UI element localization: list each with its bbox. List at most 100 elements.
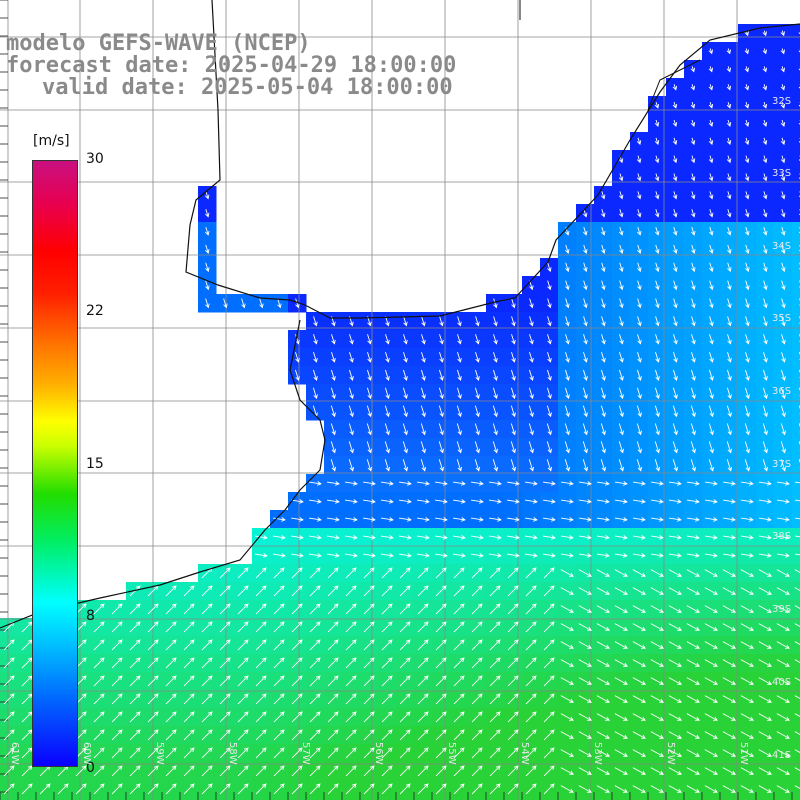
colorbar-tick: 22 [86, 303, 104, 319]
wind-arrow [309, 621, 321, 633]
wind-arrow [704, 749, 718, 757]
wind-arrow [399, 711, 411, 723]
wind-arrow [381, 603, 393, 615]
wind-arrow [560, 677, 574, 685]
wind-speed-cell [324, 798, 343, 800]
wind-arrow [668, 623, 682, 631]
wind-arrow [309, 783, 321, 795]
wind-arrow [349, 351, 354, 363]
wind-arrow [780, 459, 787, 472]
wind-arrow [435, 621, 447, 633]
wind-arrow [417, 711, 429, 723]
wind-arrow [453, 639, 465, 651]
wind-arrow [686, 553, 700, 558]
wind-arrow [655, 316, 660, 327]
wind-arrow [780, 30, 785, 37]
wind-speed-cell [792, 600, 800, 619]
wind-arrow [21, 747, 33, 759]
wind-arrow [488, 535, 502, 540]
wind-arrow [650, 767, 664, 775]
wind-speed-cell [792, 798, 800, 800]
wind-arrow [776, 535, 790, 540]
wind-arrow [435, 747, 447, 759]
wind-arrow [344, 517, 358, 522]
wind-arrow [362, 499, 376, 504]
wind-arrow [205, 280, 210, 291]
wind-arrow [291, 621, 303, 633]
wind-arrow [654, 101, 660, 109]
wind-arrow [384, 423, 390, 436]
wind-speed-cell [36, 798, 55, 800]
wind-arrow [349, 334, 354, 345]
wind-speed-cell [792, 60, 800, 79]
wind-arrow [614, 535, 628, 540]
wind-arrow [740, 785, 754, 793]
wind-arrow [686, 499, 700, 504]
wind-arrow [776, 767, 790, 775]
wind-arrow [471, 603, 483, 615]
wind-arrow [780, 441, 786, 454]
wind-arrow [453, 675, 465, 687]
wind-arrow [708, 137, 714, 146]
wind-arrow [758, 605, 772, 613]
wind-arrow [668, 535, 682, 540]
wind-arrow [542, 481, 556, 486]
wind-arrow [237, 765, 249, 777]
wind-arrow [704, 553, 718, 558]
wind-arrow [331, 369, 336, 381]
wind-arrow [399, 639, 411, 651]
wind-arrow [565, 244, 570, 254]
longitude-label: 51W [738, 742, 749, 765]
wind-arrow [399, 603, 411, 615]
wind-arrow [619, 316, 624, 327]
wind-arrow [600, 191, 606, 200]
wind-arrow [309, 729, 321, 741]
wind-arrow [727, 334, 732, 345]
wind-arrow [219, 765, 231, 777]
wind-arrow [493, 334, 498, 345]
wind-arrow [312, 387, 318, 400]
wind-arrow [380, 481, 394, 486]
wind-arrow [780, 155, 786, 164]
wind-arrow [619, 369, 624, 381]
wind-arrow [165, 729, 177, 741]
wind-arrow [614, 499, 628, 504]
wind-arrow [763, 262, 768, 273]
wind-arrow [780, 423, 786, 436]
wind-arrow [650, 517, 664, 522]
wind-arrow [219, 783, 231, 795]
wind-arrow [547, 334, 552, 345]
wind-arrow [525, 639, 537, 651]
wind-speed-cell [792, 204, 800, 223]
wind-arrow [507, 639, 519, 651]
wind-arrow [506, 517, 520, 522]
wind-speed-cell [792, 96, 800, 115]
wind-speed-cell [792, 420, 800, 439]
wind-arrow [686, 623, 700, 631]
wind-arrow [204, 209, 210, 218]
wind-arrow [417, 765, 429, 777]
wind-arrow [727, 244, 732, 254]
wind-arrow [290, 535, 304, 540]
wind-arrow [327, 711, 339, 723]
wind-arrow [327, 621, 339, 633]
wind-arrow [380, 535, 394, 540]
wind-arrow [489, 621, 501, 633]
wind-speed-cell [684, 798, 703, 800]
wind-arrow [93, 711, 105, 723]
wind-arrow [345, 693, 357, 705]
wind-arrow [672, 423, 678, 436]
wind-arrow [380, 553, 394, 558]
wind-arrow [601, 334, 606, 345]
wind-arrow [704, 731, 718, 739]
wind-arrow [794, 749, 800, 753]
wind-arrow [596, 713, 610, 721]
wind-arrow [686, 587, 700, 595]
wind-arrow [726, 387, 732, 400]
wind-arrow [654, 173, 660, 182]
wind-arrow [794, 659, 800, 663]
wind-arrow [111, 639, 123, 651]
wind-arrow [327, 693, 339, 705]
wind-arrow [758, 659, 772, 667]
wind-arrow [309, 603, 321, 615]
